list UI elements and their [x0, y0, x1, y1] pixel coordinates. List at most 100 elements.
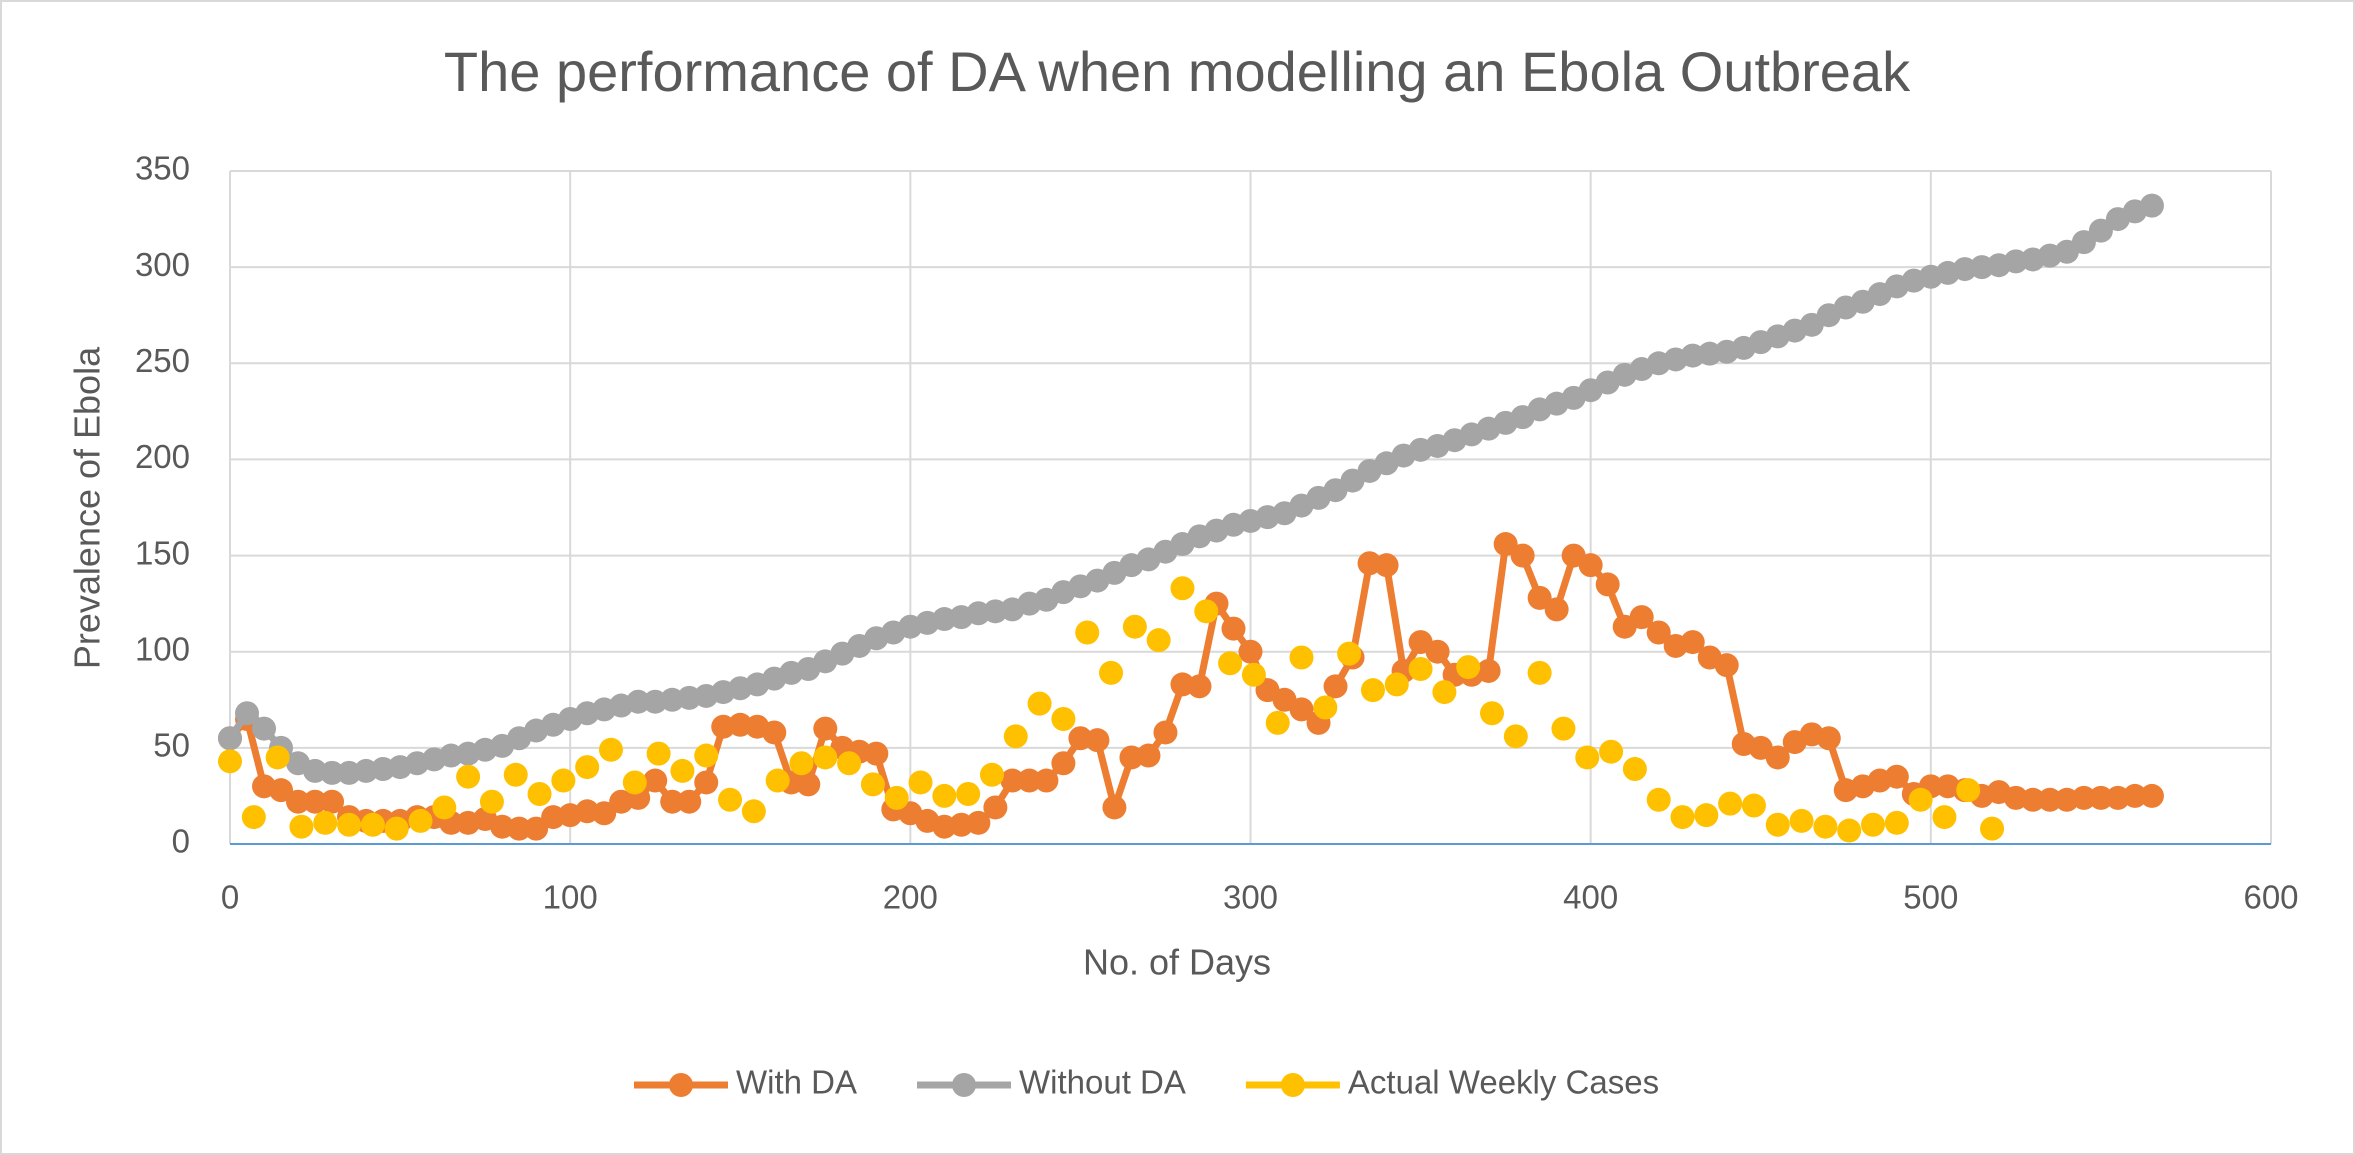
- data-point: [1476, 658, 1501, 683]
- data-point: [626, 689, 651, 714]
- data-point: [1170, 576, 1195, 601]
- data-point: [1034, 768, 1059, 793]
- data-point: [1408, 657, 1433, 682]
- data-point: [1932, 805, 1957, 830]
- data-point: [1622, 757, 1647, 782]
- legend-marker: [952, 1073, 977, 1097]
- data-point: [1908, 787, 1933, 812]
- data-point: [983, 795, 1008, 820]
- data-point: [1194, 599, 1219, 624]
- data-point: [2139, 783, 2164, 808]
- data-point: [1599, 739, 1624, 764]
- data-point: [1480, 701, 1505, 726]
- data-point: [1003, 724, 1028, 749]
- data-point: [1051, 707, 1076, 732]
- data-point: [1884, 764, 1909, 789]
- data-point: [218, 749, 242, 774]
- data-point: [694, 770, 719, 795]
- data-point: [1646, 620, 1671, 645]
- data-point: [1575, 745, 1600, 770]
- data-point: [1646, 787, 1671, 812]
- data-point: [1816, 726, 1841, 751]
- data-point: [1313, 695, 1338, 720]
- data-point: [1051, 751, 1076, 776]
- data-point: [741, 799, 766, 824]
- data-point: [1714, 653, 1739, 678]
- x-tick-label: 300: [1223, 879, 1278, 916]
- data-point: [1694, 803, 1719, 828]
- data-point: [1027, 691, 1052, 716]
- data-point: [932, 783, 957, 808]
- y-tick-label: 250: [135, 342, 190, 379]
- data-point: [1980, 816, 2005, 841]
- data-point: [979, 762, 1004, 787]
- data-point: [1551, 716, 1576, 741]
- x-axis-title: No. of Days: [1083, 942, 1271, 983]
- data-point: [646, 741, 671, 766]
- legend-label: Without DA: [1019, 1064, 1186, 1101]
- data-point: [1680, 630, 1705, 655]
- data-point: [966, 810, 991, 835]
- data-point: [2088, 785, 2113, 810]
- data-point: [1432, 680, 1457, 705]
- data-point: [660, 789, 685, 814]
- data-point: [813, 745, 838, 770]
- data-point: [1765, 812, 1790, 837]
- data-point: [598, 737, 623, 762]
- data-point: [1337, 641, 1362, 666]
- data-point: [1629, 605, 1654, 630]
- data-point: [1503, 724, 1528, 749]
- data-point: [1122, 614, 1147, 639]
- y-tick-label: 50: [153, 727, 190, 764]
- data-point: [1884, 810, 1909, 835]
- data-point: [320, 760, 345, 785]
- data-point: [1813, 814, 1838, 839]
- data-point: [670, 758, 695, 783]
- data-point: [592, 801, 617, 826]
- data-point: [1238, 639, 1263, 664]
- data-point: [551, 768, 576, 793]
- data-point: [1741, 793, 1766, 818]
- data-point: [2037, 787, 2062, 812]
- data-point: [718, 787, 743, 812]
- data-point: [1374, 553, 1399, 578]
- data-point: [1085, 728, 1110, 753]
- data-point: [864, 741, 889, 766]
- data-point: [1153, 720, 1178, 745]
- data-point: [796, 772, 821, 797]
- data-point: [575, 755, 600, 780]
- data-point: [1000, 768, 1025, 793]
- data-point: [2139, 193, 2164, 218]
- data-point: [2071, 785, 2096, 810]
- data-point: [762, 720, 787, 745]
- data-point: [2071, 230, 2096, 255]
- data-point: [1670, 805, 1695, 830]
- data-point: [1187, 674, 1212, 699]
- data-point: [1718, 791, 1743, 816]
- data-point: [677, 789, 702, 814]
- data-point: [1493, 532, 1518, 557]
- data-point: [1289, 645, 1314, 670]
- legend-marker: [1280, 1073, 1305, 1097]
- data-point: [265, 745, 290, 770]
- data-point: [432, 795, 457, 820]
- data-point: [1861, 812, 1886, 837]
- data-point: [622, 770, 647, 795]
- data-point: [765, 768, 790, 793]
- data-point: [269, 778, 294, 803]
- data-point: [289, 814, 314, 839]
- data-point: [252, 716, 277, 741]
- y-tick-label: 200: [135, 438, 190, 475]
- data-point: [218, 726, 242, 751]
- x-tick-label: 200: [883, 879, 938, 916]
- chart-title: The performance of DA when modelling an …: [444, 40, 1911, 103]
- x-tick-label: 500: [1903, 879, 1958, 916]
- data-point: [813, 716, 838, 741]
- data-point: [2020, 787, 2045, 812]
- data-point: [1956, 778, 1981, 803]
- data-point: [507, 816, 532, 841]
- data-point: [837, 751, 862, 776]
- data-point: [456, 764, 481, 789]
- data-point: [1837, 818, 1862, 843]
